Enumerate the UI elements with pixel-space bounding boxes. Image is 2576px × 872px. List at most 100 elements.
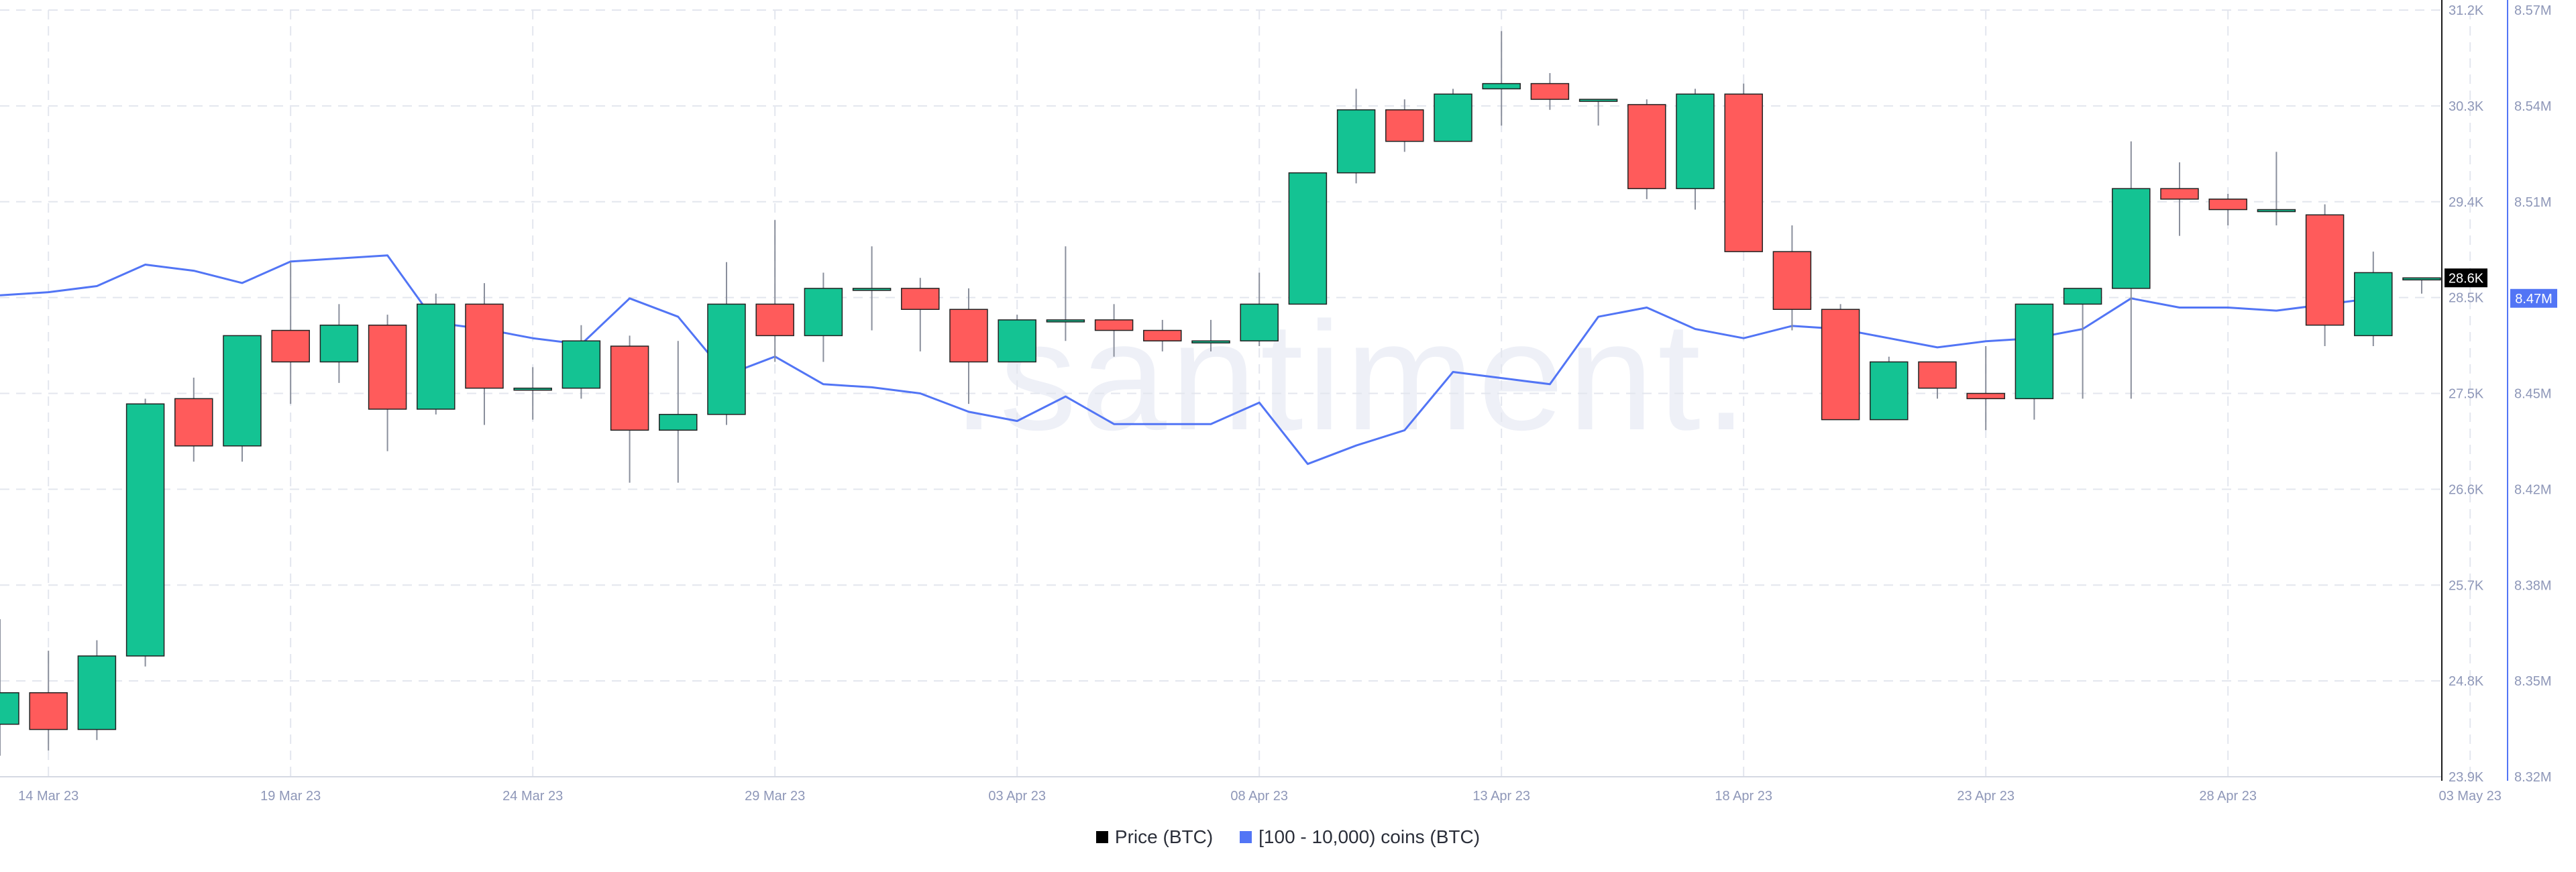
candle-body-down: [1385, 109, 1424, 142]
candle: [1434, 89, 1472, 142]
candle-body-up: [2257, 209, 2296, 213]
x-tick-label: 08 Apr 23: [1230, 789, 1288, 804]
candle-body-up: [1288, 172, 1328, 305]
candle: [1676, 89, 1715, 210]
candle: [1240, 272, 1279, 347]
price-tick-label: 31.2K: [2449, 3, 2484, 18]
x-tick-label: 29 Mar 23: [745, 789, 805, 804]
legend-swatch-coins: [1240, 831, 1252, 843]
candle: [1870, 356, 1909, 421]
price-candles: [0, 31, 2441, 756]
candle-body-down: [368, 324, 407, 410]
candle: [125, 398, 165, 667]
candle: [2208, 194, 2247, 225]
candle-body-down: [1627, 104, 1666, 189]
candle: [852, 246, 892, 331]
candle-body-down: [2160, 188, 2199, 200]
candle: [2257, 152, 2296, 225]
price-axis-ticks: 31.2K 30.3K 29.4K 28.5K 27.5K 26.6K 25.7K 24.8K…: [2449, 3, 2484, 785]
candle: [1821, 304, 1860, 421]
candle-body-up: [2063, 288, 2102, 305]
candle-body-up: [223, 335, 262, 447]
candle: [2402, 277, 2441, 294]
price-tick-label: 26.6K: [2449, 482, 2484, 497]
coins-tick-label: 8.57M: [2514, 3, 2552, 18]
coins-tick-label: 8.45M: [2514, 387, 2552, 402]
x-tick-label: 13 Apr 23: [1472, 789, 1530, 804]
x-tick-label: 19 Mar 23: [260, 789, 321, 804]
x-axis-ticks: 14 Mar 23 19 Mar 23 24 Mar 23 29 Mar 23 03 A…: [18, 789, 2502, 804]
candle: [513, 367, 552, 420]
candle: [2063, 288, 2102, 399]
coins-series-line: [0, 254, 2373, 466]
candle-body-up: [1870, 361, 1909, 421]
candle-body-up: [2112, 188, 2151, 289]
candle-body-down: [271, 329, 310, 363]
legend-item-coins[interactable]: [100 - 10,000) coins (BTC): [1240, 826, 1480, 848]
price-tick-label: 27.5K: [2449, 387, 2484, 402]
candle-body-up: [2354, 272, 2393, 337]
candle: [368, 315, 407, 451]
x-tick-label: 18 Apr 23: [1715, 789, 1772, 804]
candle-body-up: [707, 303, 746, 415]
candle-body-up: [1336, 109, 1376, 174]
price-tick-label: 28.5K: [2449, 291, 2484, 306]
candle: [804, 272, 843, 362]
watermark: .santiment.: [953, 290, 1752, 462]
candle: [901, 278, 940, 351]
candle-body-up: [1046, 319, 1085, 323]
candle: [949, 288, 988, 404]
price-tick-label: 30.3K: [2449, 99, 2484, 114]
price-tick-label: 25.7K: [2449, 578, 2484, 593]
candle: [1046, 246, 1085, 341]
candle: [998, 315, 1036, 363]
candle-body-down: [610, 345, 649, 431]
candle-body-up: [77, 655, 117, 730]
candle: [1627, 99, 1666, 199]
candle: [1094, 304, 1134, 357]
candle-body-up: [804, 288, 843, 337]
x-tick-label: 28 Apr 23: [2199, 789, 2257, 804]
candle: [561, 325, 601, 399]
candle-body-up: [2402, 277, 2441, 281]
candle: [1966, 346, 2005, 431]
candle: [2305, 204, 2345, 347]
candle-body-down: [1724, 93, 1763, 252]
candle: [1578, 99, 1618, 126]
candle: [319, 304, 359, 383]
coins-axis-ticks: 8.57M8.54M8.51M8.48M8.45M8.42M8.38M8.35M…: [2514, 3, 2552, 785]
x-tick-label: 24 Mar 23: [502, 789, 563, 804]
candle-body-down: [1143, 329, 1182, 341]
candle-body-up: [1676, 93, 1715, 189]
candle-body-up: [513, 387, 552, 391]
coins-current-label: 8.47M: [2515, 292, 2553, 307]
price-tick-label: 29.4K: [2449, 195, 2484, 210]
candle-body-up: [1434, 93, 1472, 142]
coins-tick-label: 8.35M: [2514, 674, 2552, 689]
candle: [1724, 83, 1763, 252]
candle: [29, 651, 68, 751]
legend-item-price[interactable]: Price (BTC): [1095, 826, 1213, 848]
candle-body-down: [949, 309, 988, 363]
candle: [77, 640, 117, 741]
candle: [1772, 225, 1812, 331]
price-tick-label: 23.9K: [2449, 770, 2484, 785]
candle-body-down: [29, 692, 68, 730]
candle-body-down: [465, 303, 504, 389]
candle: [2112, 141, 2151, 399]
candle: [1530, 72, 1570, 110]
candle: [610, 335, 649, 483]
price-current-label: 28.6K: [2449, 271, 2484, 286]
legend: Price (BTC) [100 - 10,000) coins (BTC): [0, 824, 2576, 851]
candle: [1288, 172, 1328, 305]
candle-body-up: [998, 319, 1036, 363]
candle: [2015, 303, 2054, 420]
candle-body-down: [1821, 309, 1860, 421]
candle: [755, 220, 794, 362]
chart-canvas: .santiment. 31.2K 30.3K 29.4K 28.5K 27.5K 26.…: [0, 0, 2557, 804]
candle-body-down: [1772, 251, 1812, 310]
candle: [1918, 361, 1957, 399]
candle-body-up: [852, 288, 892, 291]
current-value-badges: 28.6K 8.47M: [2445, 268, 2557, 308]
x-tick-label: 03 May 23: [2439, 789, 2502, 804]
